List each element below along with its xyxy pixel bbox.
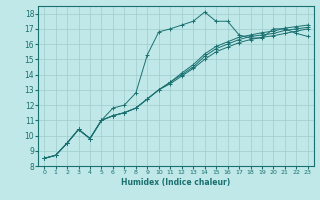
X-axis label: Humidex (Indice chaleur): Humidex (Indice chaleur) [121,178,231,187]
